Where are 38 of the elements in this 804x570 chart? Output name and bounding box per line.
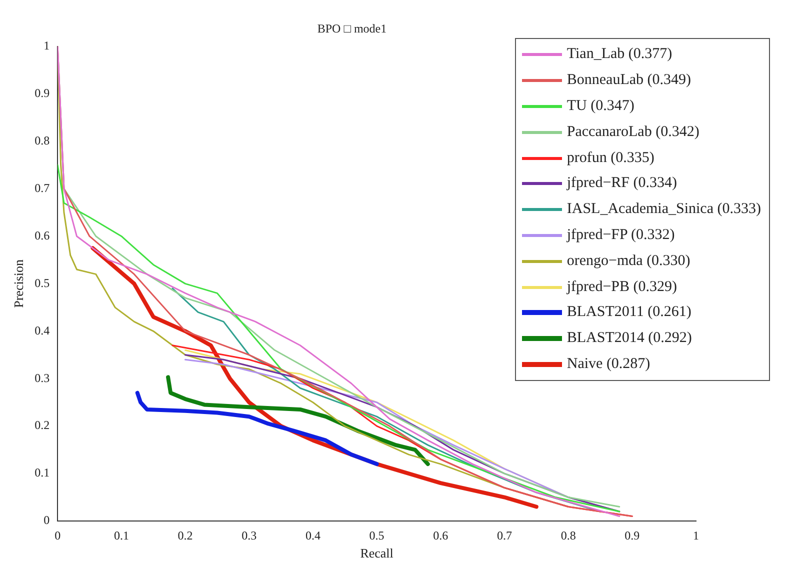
x-tick-label: 0.5 — [369, 528, 384, 542]
x-tick-label: 0.3 — [242, 528, 257, 542]
legend-label: BLAST2011 (0.261) — [566, 304, 692, 322]
x-tick-label: 0.2 — [178, 528, 193, 542]
legend-label: profun (0.335) — [566, 150, 654, 167]
legend-label: Tian_Lab (0.377) — [566, 46, 672, 64]
x-tick-label: 0.8 — [560, 528, 576, 542]
y-tick-label: 0.8 — [34, 133, 50, 148]
x-tick-label: 0.7 — [496, 528, 512, 542]
x-axis-title: Recall — [360, 546, 394, 561]
y-tick-label: 0.1 — [34, 466, 50, 480]
legend-label: jfpred−PB (0.329) — [566, 278, 677, 296]
y-tick-label: 0.4 — [34, 323, 50, 338]
y-tick-label: 0 — [44, 513, 50, 528]
legend-label: orengo−mda (0.330) — [566, 252, 690, 270]
y-tick-label: 0.3 — [34, 370, 50, 385]
x-tick-label: 0.6 — [433, 528, 448, 542]
legend-label: BonneauLab (0.349) — [566, 72, 692, 90]
x-tick-label: 0.4 — [305, 528, 320, 542]
x-tick-label: 0 — [54, 528, 61, 542]
legend-label: jfpred−RF (0.334) — [566, 175, 677, 192]
y-tick-label: 0.5 — [34, 276, 50, 290]
legend-label: BLAST2014 (0.292) — [566, 330, 692, 348]
legend-label: PaccanaroLab (0.342) — [566, 124, 700, 141]
legend-label: jfpred−FP (0.332) — [566, 226, 675, 244]
legend-label: Naive (0.287) — [566, 356, 650, 373]
y-tick-label: 0.6 — [34, 228, 50, 242]
legend-label: IASL_Academia_Sinica (0.333) — [566, 201, 761, 218]
legend-label: TU (0.347) — [566, 98, 634, 115]
x-tick-label: 0.9 — [624, 528, 640, 542]
x-tick-label: 1 — [693, 528, 699, 542]
y-tick-label: 0.7 — [34, 180, 50, 195]
y-tick-label: 1 — [44, 38, 50, 53]
y-tick-label: 0.2 — [34, 418, 50, 432]
y-tick-label: 0.9 — [34, 86, 50, 100]
y-axis-title: Precision — [11, 259, 26, 308]
x-tick-label: 0.1 — [114, 528, 129, 542]
chart-title: BPO □ mode1 — [317, 21, 387, 36]
